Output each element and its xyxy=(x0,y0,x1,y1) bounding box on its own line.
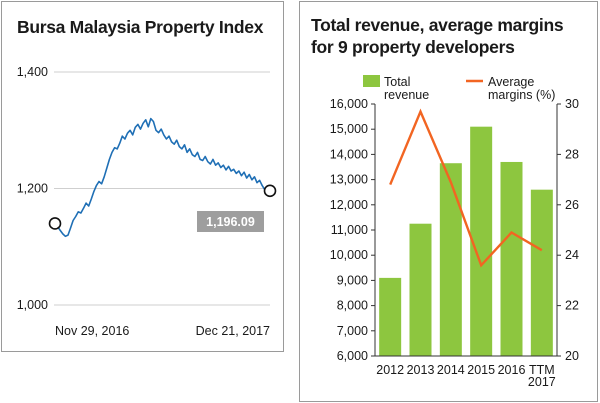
revenue-bar xyxy=(439,163,462,356)
start-marker xyxy=(48,217,62,230)
right-tick-label: 30 xyxy=(565,97,579,111)
revenue-bar xyxy=(409,223,432,356)
legend-revenue-swatch xyxy=(363,75,380,87)
left-tick-label: 14,000 xyxy=(330,147,368,161)
legend-margin-label: margins (%) xyxy=(488,88,555,102)
property-index-chart: 1,000 1,200 1,400 Nov 29, 2016 Dec 21, 2017 1… xyxy=(17,65,277,338)
left-tick-label: 15,000 xyxy=(330,122,368,136)
revenue-bar xyxy=(379,277,402,356)
right-tick-label: 22 xyxy=(565,299,579,313)
right-tick-label: 28 xyxy=(565,147,579,161)
y-tick-label: 1,400 xyxy=(17,65,48,79)
right-tick-label: 26 xyxy=(565,198,579,212)
y-tick-label: 1,200 xyxy=(17,182,48,196)
left-tick-label: 8,000 xyxy=(337,299,368,313)
revenue-bar xyxy=(500,161,523,356)
left-tick-label: 16,000 xyxy=(330,97,368,111)
left-tick-label: 9,000 xyxy=(337,273,368,287)
revenue-margins-chart: 6,000 7,000 8,000 9,000 10,000 11,000 12,000 13… xyxy=(330,75,579,389)
revenue-margins-title-line1: Total revenue, average margins xyxy=(311,15,564,35)
end-value-label: 1,196.09 xyxy=(206,215,255,229)
revenue-bar xyxy=(470,126,493,357)
property-index-panel: Bursa Malaysia Property Index 1,000 1,200… xyxy=(1,1,284,352)
end-value-badge xyxy=(197,211,264,232)
left-tick-label: 7,000 xyxy=(337,324,368,338)
index-line xyxy=(54,117,271,238)
legend-revenue-label: Total xyxy=(384,75,410,89)
category-label: 2012 xyxy=(376,363,404,377)
revenue-margins-title: Total revenue, average margins for 9 pro… xyxy=(311,14,564,58)
legend-margin-label: Average xyxy=(488,75,534,89)
left-tick-label: 12,000 xyxy=(330,198,368,212)
x-start-label: Nov 29, 2016 xyxy=(55,324,129,338)
y-tick-label: 1,000 xyxy=(17,298,48,312)
revenue-margins-panel: Total revenue, average margins for 9 pro… xyxy=(299,1,598,402)
left-tick-label: 6,000 xyxy=(337,349,368,363)
legend-revenue-label: revenue xyxy=(384,88,429,102)
revenue-margins-title-line2: for 9 property developers xyxy=(311,37,515,57)
category-label: 2017 xyxy=(528,375,556,389)
right-tick-label: 20 xyxy=(565,349,579,363)
end-marker xyxy=(263,184,277,198)
margin-line xyxy=(389,108,543,268)
revenue-bar xyxy=(530,189,553,356)
x-end-label: Dec 21, 2017 xyxy=(196,324,270,338)
left-tick-label: 11,000 xyxy=(331,223,368,237)
category-label: 2016 xyxy=(498,363,526,377)
right-tick-label: 24 xyxy=(565,248,579,262)
property-index-title: Bursa Malaysia Property Index xyxy=(17,17,264,37)
category-label: 2013 xyxy=(407,363,435,377)
category-label: 2014 xyxy=(437,363,465,377)
category-label: 2015 xyxy=(467,363,495,377)
left-tick-label: 10,000 xyxy=(330,248,368,262)
category-label: TTM xyxy=(529,363,555,377)
left-tick-label: 13,000 xyxy=(330,173,368,187)
